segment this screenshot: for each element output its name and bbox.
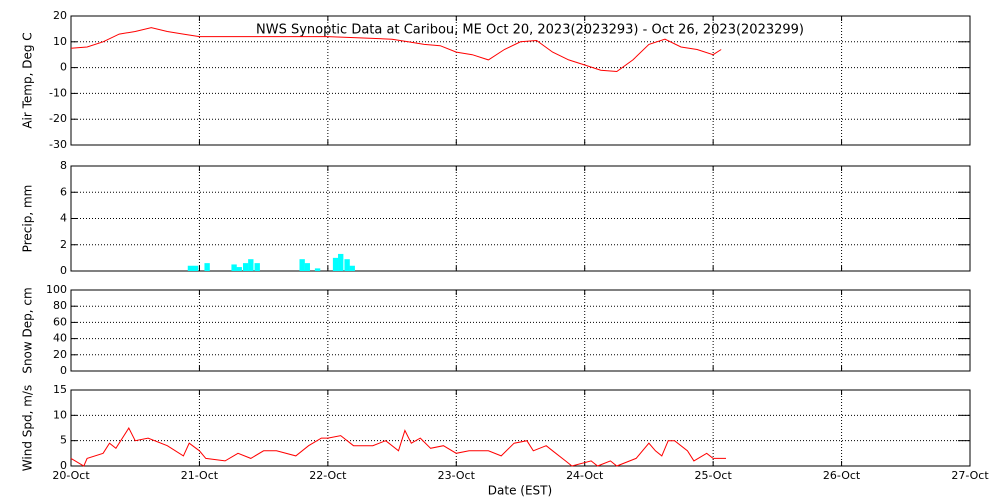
x-tick-label: 22-Oct	[309, 469, 347, 482]
y-tick-label: 0	[60, 61, 67, 74]
y-tick-label: -30	[49, 138, 67, 151]
bar	[332, 257, 339, 271]
bar	[349, 265, 355, 271]
plot-frame	[70, 389, 971, 467]
y-tick-label: 100	[46, 283, 67, 296]
plot-frame	[70, 15, 971, 146]
y-tick-label: 20	[53, 348, 67, 361]
bar	[344, 259, 350, 271]
x-tick-label: 27-Oct	[951, 469, 989, 482]
y-tick-label: 80	[53, 299, 67, 312]
bar	[236, 267, 242, 271]
y-tick-label: 15	[53, 383, 67, 396]
y-tick-label: -20	[49, 112, 67, 125]
bar	[299, 259, 305, 271]
y-tick-label: 20	[53, 9, 67, 22]
plot-frame	[70, 165, 971, 272]
y-tick-label: 6	[60, 185, 67, 198]
x-tick-label: 21-Oct	[181, 469, 219, 482]
y-tick-label: 60	[53, 315, 67, 328]
bar	[242, 263, 249, 271]
y-tick-label: 0	[60, 459, 67, 472]
y-tick-label: 8	[60, 159, 67, 172]
y-axis-label: Snow Dep, cm	[21, 287, 35, 373]
plot-frame	[70, 289, 971, 372]
y-axis-label: Precip, mm	[21, 185, 35, 253]
x-tick-label: 25-Oct	[694, 469, 732, 482]
x-tick-label: 24-Oct	[566, 469, 604, 482]
x-tick-label: 23-Oct	[438, 469, 476, 482]
x-axis-label: Date (EST)	[488, 484, 552, 498]
bar	[204, 263, 210, 271]
bar	[304, 263, 310, 271]
x-tick-label: 26-Oct	[823, 469, 861, 482]
y-tick-label: 10	[53, 35, 67, 48]
y-tick-label: 0	[60, 264, 67, 277]
y-axis-label: Air Temp, Deg C	[21, 32, 35, 128]
y-tick-label: 4	[60, 212, 67, 225]
y-tick-label: 2	[60, 238, 67, 251]
x-tick-label: 20-Oct	[52, 469, 90, 482]
bar	[192, 265, 199, 271]
y-tick-label: 0	[60, 364, 67, 377]
y-tick-label: 5	[60, 434, 67, 447]
bar	[254, 263, 260, 271]
y-tick-label: 40	[53, 332, 67, 345]
y-tick-label: -10	[49, 86, 67, 99]
data-line	[70, 426, 726, 467]
bar	[231, 264, 237, 271]
chart-title: NWS Synoptic Data at Caribou, ME Oct 20,…	[256, 23, 804, 38]
data-line	[70, 27, 722, 73]
bar	[314, 268, 321, 271]
bar	[187, 265, 194, 271]
bar	[338, 253, 344, 271]
y-axis-label: Wind Spd, m/s	[21, 385, 35, 471]
bar	[248, 259, 254, 271]
y-tick-label: 10	[53, 408, 67, 421]
